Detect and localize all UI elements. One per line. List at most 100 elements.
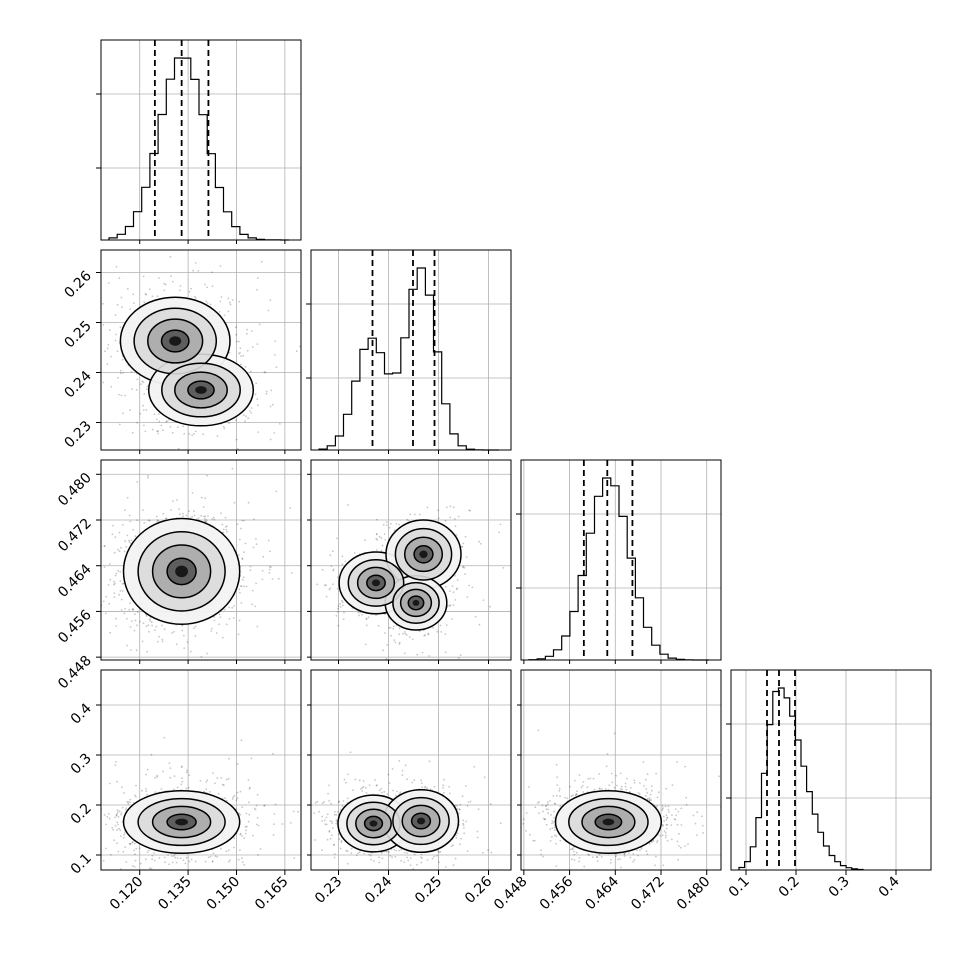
scatter-point [203, 515, 205, 518]
scatter-point [454, 599, 457, 601]
scatter-point [157, 520, 160, 522]
scatter-point [219, 300, 222, 303]
scatter-point [257, 431, 260, 433]
scatter-point [389, 626, 392, 629]
scatter-point [139, 862, 142, 865]
scatter-point [185, 771, 188, 774]
scatter-point [393, 639, 396, 641]
scatter-point [262, 555, 265, 558]
scatter-point [239, 351, 241, 354]
scatter-point [133, 629, 136, 632]
scatter-point [136, 378, 139, 381]
scatter-point [118, 423, 121, 426]
scatter-point [147, 474, 149, 477]
scatter-point [185, 787, 188, 790]
scatter-point [200, 515, 203, 517]
scatter-point [122, 850, 125, 853]
scatter-point [118, 550, 121, 552]
scatter-point [449, 604, 452, 607]
scatter-point [386, 644, 389, 646]
scatter-point [122, 412, 124, 415]
scatter-point [264, 371, 267, 374]
scatter-point [252, 546, 255, 549]
scatter-point [241, 861, 244, 863]
scatter-point [255, 823, 258, 826]
scatter-point [341, 604, 344, 607]
scatter-point [185, 514, 188, 517]
scatter-point [106, 347, 109, 350]
scatter-point [343, 611, 345, 614]
scatter-point [332, 569, 334, 572]
scatter-point [124, 509, 126, 512]
scatter-point [243, 585, 246, 588]
scatter-point [240, 585, 243, 587]
scatter-point [129, 626, 132, 628]
scatter-point [129, 308, 132, 311]
scatter-point [164, 517, 167, 520]
scatter-point [449, 505, 452, 508]
scatter-point [129, 409, 131, 412]
scatter-point [238, 812, 241, 815]
scatter-point [127, 539, 130, 542]
scatter-point [211, 627, 213, 630]
scatter-point [222, 784, 225, 786]
scatter-point [290, 572, 293, 574]
scatter-point [241, 558, 244, 560]
scatter-point [147, 624, 150, 626]
scatter-point [136, 624, 138, 627]
scatter-point [256, 398, 259, 401]
scatter-point [171, 632, 174, 634]
scatter-point [171, 280, 174, 283]
scatter-point [456, 587, 458, 590]
scatter-point [445, 506, 448, 509]
scatter-point [249, 565, 252, 568]
scatter-point [121, 358, 124, 361]
scatter-point [172, 500, 174, 502]
scatter-point [237, 447, 239, 450]
contour-level-4 [412, 599, 420, 606]
scatter-point [260, 260, 263, 263]
scatter-point [200, 496, 203, 499]
scatter-point [216, 777, 219, 780]
scatter-point [464, 535, 467, 538]
scatter-point [231, 299, 234, 301]
scatter-point [241, 835, 243, 837]
scatter-point [451, 585, 454, 587]
scatter-point [383, 533, 386, 535]
scatter-point [232, 796, 235, 798]
scatter-point [238, 340, 240, 343]
scatter-point [395, 522, 398, 525]
scatter-point [271, 578, 274, 580]
scatter-point [341, 555, 344, 558]
scatter-point [277, 577, 280, 580]
scatter-point [213, 616, 216, 618]
scatter-point [376, 539, 379, 541]
scatter-point [87, 781, 89, 783]
scatter-point [200, 656, 203, 658]
scatter-point [119, 829, 122, 832]
scatter-point [428, 655, 431, 657]
scatter-point [206, 474, 208, 477]
scatter-point [154, 791, 157, 793]
scatter-point [212, 852, 215, 855]
scatter-point [241, 578, 244, 581]
scatter-point [337, 576, 339, 579]
scatter-point [138, 847, 141, 850]
scatter-point [265, 390, 268, 393]
scatter-point [227, 310, 230, 313]
scatter-point [112, 244, 114, 246]
scatter-point [158, 277, 160, 279]
scatter-point [255, 582, 257, 585]
scatter-point [176, 499, 179, 501]
scatter-point [273, 813, 276, 815]
scatter-point [188, 860, 191, 863]
scatter-point [131, 608, 134, 610]
scatter-point [181, 624, 184, 627]
scatter-point [421, 651, 424, 654]
scatter-point [182, 515, 185, 518]
scatter-point [142, 404, 144, 407]
scatter-point [220, 512, 223, 514]
scatter-point [142, 381, 145, 384]
scatter-point [265, 392, 268, 395]
scatter-point [247, 501, 250, 504]
